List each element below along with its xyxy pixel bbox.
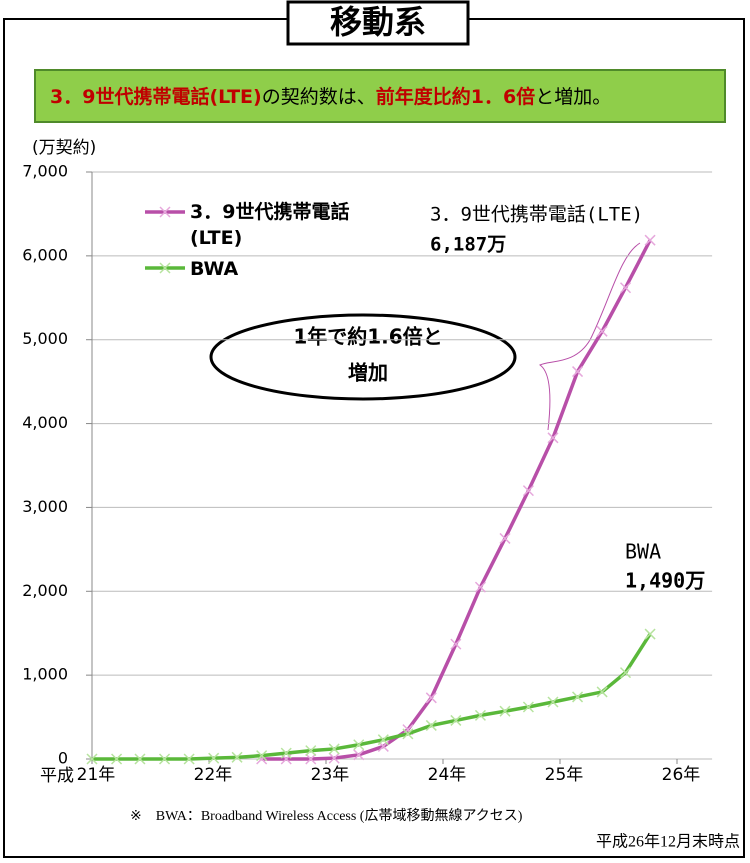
y-tick-label: 4,000	[22, 413, 68, 432]
banner-text-part: と増加。	[535, 86, 611, 108]
y-tick-label: 5,000	[22, 329, 68, 348]
legend-label: 3．9世代携帯電話(LTE)	[190, 201, 350, 249]
point	[134, 753, 146, 765]
banner-text: 3．9世代携帯電話(LTE)の契約数は、前年度比約1．6倍と増加。	[50, 85, 611, 108]
x-tick-label: 23年	[311, 765, 350, 785]
legend-marker	[159, 262, 171, 274]
point	[522, 701, 534, 713]
banner-text-part: の契約数は、	[262, 86, 376, 108]
y-tick-label: 6,000	[22, 245, 68, 264]
banner	[34, 69, 726, 123]
point	[572, 366, 584, 378]
title-box	[286, 0, 470, 46]
point	[596, 686, 608, 698]
point	[450, 638, 462, 650]
x-tick-label: 21年	[77, 765, 116, 785]
point	[425, 692, 437, 704]
point	[644, 628, 656, 640]
point	[474, 581, 486, 593]
point	[499, 705, 511, 717]
point	[596, 325, 608, 337]
y-tick-label: 1,000	[22, 665, 68, 684]
series-line	[92, 633, 652, 761]
point	[377, 734, 389, 746]
x-tick-label: 25年	[545, 765, 584, 785]
point	[256, 750, 268, 762]
x-tick-label: 26年	[662, 765, 701, 785]
data-label: 6,187万	[430, 234, 506, 256]
point	[353, 739, 365, 751]
point	[619, 667, 632, 679]
y-tick-label: 0	[58, 749, 68, 768]
as-of: 平成26年12月末時点	[596, 833, 740, 851]
point	[159, 753, 171, 765]
point	[280, 747, 292, 759]
y-tick-label: 3,000	[22, 497, 68, 516]
x-tick-label: 22年	[194, 765, 233, 785]
x-prefix: 平成	[40, 766, 74, 786]
point	[425, 719, 437, 731]
point	[474, 709, 486, 721]
point	[547, 696, 559, 708]
legend-marker	[159, 206, 171, 218]
point	[305, 745, 317, 757]
point	[111, 753, 123, 765]
footnote: ※ BWA：Broadband Wireless Access (広帯域移動無線…	[130, 808, 523, 824]
point	[402, 728, 414, 740]
point	[353, 749, 365, 761]
point	[328, 752, 340, 764]
y-tick-label: 2,000	[22, 581, 68, 600]
point	[208, 752, 220, 764]
data-label: 1,490万	[625, 569, 705, 593]
point	[522, 485, 534, 497]
y-tick-label: 7,000	[22, 162, 68, 181]
y-axis-title: (万契約)	[32, 138, 96, 158]
annotation-ellipse	[209, 313, 517, 401]
legend-label: BWA	[190, 258, 239, 280]
point	[644, 234, 656, 246]
point	[183, 753, 195, 765]
point	[328, 743, 340, 755]
brace	[539, 242, 641, 431]
point	[231, 751, 243, 763]
annotation: 増加	[348, 361, 388, 385]
page-title: 移動系	[330, 3, 426, 41]
point	[499, 532, 511, 544]
point	[547, 432, 559, 444]
frame	[3, 18, 745, 858]
point	[450, 714, 462, 726]
point	[86, 753, 98, 765]
annotation: 1年で約1.6倍と	[293, 325, 442, 349]
series-end-label: BWA	[625, 540, 661, 564]
x-tick-label: 24年	[428, 765, 467, 785]
series-end-label: 3．9世代携帯電話(LTE)	[430, 204, 643, 226]
banner-emph: 前年度比約1．6倍	[376, 85, 535, 108]
point	[305, 753, 317, 765]
point	[572, 691, 584, 703]
banner-emph: 3．9世代携帯電話(LTE)	[50, 85, 262, 108]
point	[619, 282, 632, 294]
